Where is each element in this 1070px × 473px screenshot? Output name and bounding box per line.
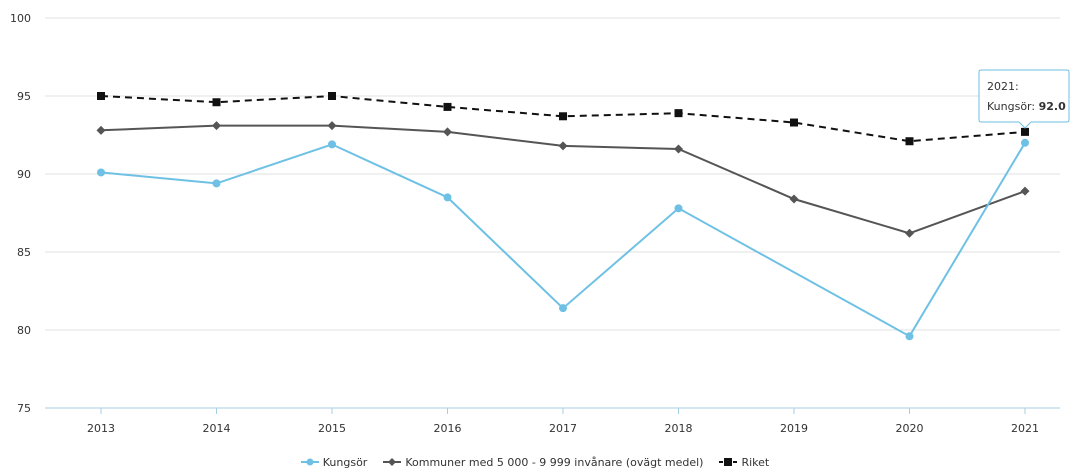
legend-symbol-circle-icon <box>300 458 319 466</box>
data-point[interactable] <box>674 204 683 213</box>
legend-symbol-diamond-icon <box>383 458 402 466</box>
y-tick-label: 85 <box>17 246 31 259</box>
series-2 <box>97 92 1029 146</box>
tooltip-value: 92.0 <box>1039 100 1066 113</box>
x-tick-label: 2016 <box>434 422 462 435</box>
series-layer <box>96 92 1030 341</box>
y-tick-label: 95 <box>17 90 31 103</box>
data-point[interactable] <box>443 127 452 137</box>
x-tick-label: 2015 <box>318 422 346 435</box>
series-line <box>100 94 1026 143</box>
data-point[interactable] <box>905 228 914 238</box>
data-point[interactable] <box>1020 186 1030 196</box>
series-line <box>100 142 1026 338</box>
legend-label-riket: Riket <box>741 455 770 469</box>
data-point[interactable] <box>328 140 336 149</box>
legend-item-kommuner[interactable]: Kommuner med 5 000 - 9 999 invånare (ovä… <box>383 456 703 469</box>
data-point[interactable] <box>789 194 799 204</box>
x-tick-label: 2018 <box>665 422 693 435</box>
data-point[interactable] <box>905 137 914 146</box>
data-point[interactable] <box>559 112 567 121</box>
y-axis-ticks: 75 80 85 90 95 100 <box>10 12 31 415</box>
data-point[interactable] <box>559 304 567 313</box>
x-tick-label: 2021 <box>1011 422 1039 435</box>
x-axis-ticks: 2013 2014 2015 2016 2017 2018 2019 2020 2021 <box>87 408 1039 435</box>
data-point[interactable] <box>212 121 221 131</box>
data-point[interactable] <box>212 98 221 107</box>
x-tick-label: 2019 <box>780 422 808 435</box>
legend: Kungsör Kommuner med 5 000 - 9 999 invån… <box>0 453 1070 471</box>
data-point[interactable] <box>674 144 683 154</box>
data-point[interactable] <box>212 179 221 188</box>
x-tick-label: 2014 <box>203 422 231 435</box>
data-point[interactable] <box>96 125 106 135</box>
series-1 <box>96 121 1030 238</box>
tooltip-year: 2021: <box>987 80 1019 93</box>
tooltip-label: Kungsör: <box>987 100 1035 113</box>
data-point[interactable] <box>327 121 337 131</box>
data-point[interactable] <box>1021 138 1029 147</box>
data-point[interactable] <box>97 168 105 177</box>
data-point[interactable] <box>558 141 568 151</box>
tooltip-value-line: Kungsör: 92.0 <box>987 100 1066 113</box>
series-0 <box>97 138 1029 341</box>
legend-label-kungsor: Kungsör <box>322 455 368 469</box>
data-point[interactable] <box>905 332 914 341</box>
tooltip-box <box>978 69 1070 129</box>
data-point[interactable] <box>97 92 105 100</box>
y-tick-label: 80 <box>17 324 31 337</box>
x-tick-label: 2017 <box>549 422 577 435</box>
data-point[interactable] <box>443 193 452 202</box>
legend-item-kungsor[interactable]: Kungsör <box>300 455 368 469</box>
x-tick-label: 2020 <box>896 422 924 435</box>
data-point[interactable] <box>1021 127 1029 136</box>
y-tick-label: 75 <box>17 402 31 415</box>
legend-symbol-square-icon <box>719 458 738 466</box>
data-point[interactable] <box>674 109 683 118</box>
legend-item-riket[interactable]: Riket <box>719 456 769 469</box>
grid-lines <box>45 17 1060 331</box>
tooltip: 2021: Kungsör: 92.0 <box>978 69 1070 129</box>
legend-label-kommuner: Kommuner med 5 000 - 9 999 invånare (ovä… <box>405 455 704 469</box>
data-point[interactable] <box>443 102 452 111</box>
data-point[interactable] <box>328 92 336 100</box>
data-point[interactable] <box>790 118 798 127</box>
x-tick-label: 2013 <box>87 422 115 435</box>
y-tick-label: 100 <box>10 12 31 25</box>
y-tick-label: 90 <box>17 168 31 181</box>
